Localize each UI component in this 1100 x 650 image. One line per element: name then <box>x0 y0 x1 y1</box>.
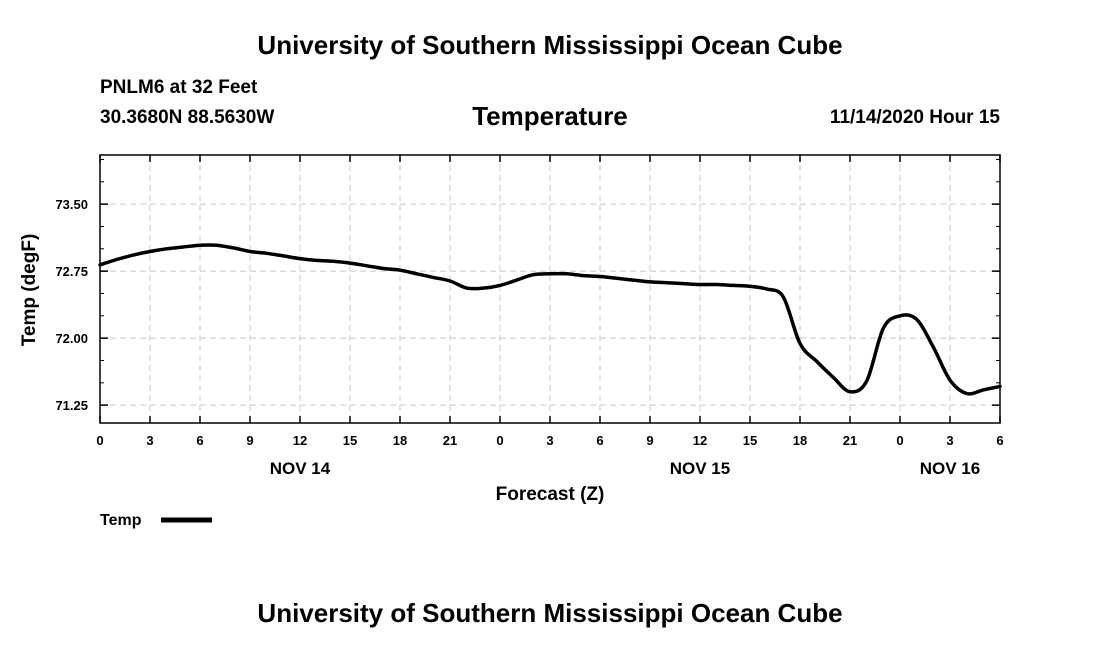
x-tick-label: 18 <box>793 433 807 448</box>
x-tick-label: 3 <box>546 433 553 448</box>
x-tick-labels: 0 3 6 9 12 15 18 21 0 3 6 9 12 15 18 21 0 3 6 <box>96 433 1003 448</box>
grid-lines <box>100 155 1000 423</box>
day-labels: NOV 14 NOV 15 NOV 16 <box>270 459 980 478</box>
chart-main-title: University of Southern Mississippi Ocean… <box>257 30 843 60</box>
plot-frame <box>99 154 1001 424</box>
y-tick-label: 73.50 <box>55 197 88 212</box>
x-tick-label: 9 <box>246 433 253 448</box>
series-line-temp <box>98 243 1002 396</box>
chart-footer-title: University of Southern Mississippi Ocean… <box>257 598 843 628</box>
x-tick-label: 12 <box>293 433 307 448</box>
x-tick-label: 6 <box>596 433 603 448</box>
y-tick-labels: 71.25 72.00 72.75 73.50 <box>55 197 88 413</box>
x-tick-label: 9 <box>646 433 653 448</box>
series-layer <box>98 243 1002 396</box>
x-tick-label: 3 <box>946 433 953 448</box>
day-label: NOV 15 <box>670 459 730 478</box>
station-label: PNLM6 at 32 Feet <box>100 77 258 98</box>
x-tick-label: 0 <box>496 433 503 448</box>
y-axis-title: Temp (degF) <box>19 234 40 347</box>
legend-label-temp: Temp <box>100 512 142 529</box>
coordinates-label: 30.3680N 88.5630W <box>100 107 275 128</box>
x-tick-label: 18 <box>393 433 407 448</box>
y-tick-label: 71.25 <box>55 398 88 413</box>
x-tick-label: 0 <box>896 433 903 448</box>
variable-title: Temperature <box>472 101 628 131</box>
x-tick-label: 6 <box>996 433 1003 448</box>
day-label: NOV 16 <box>920 459 980 478</box>
forecast-datetime: 11/14/2020 Hour 15 <box>829 107 1000 128</box>
day-label: NOV 14 <box>270 459 331 478</box>
x-tick-label: 3 <box>146 433 153 448</box>
x-tick-label: 15 <box>343 433 357 448</box>
x-tick-label: 0 <box>96 433 103 448</box>
x-tick-label: 21 <box>443 433 457 448</box>
y-tick-label: 72.75 <box>55 264 88 279</box>
x-tick-label: 12 <box>693 433 707 448</box>
y-tick-label: 72.00 <box>55 331 88 346</box>
legend: Temp <box>100 512 212 529</box>
axis-ticks <box>99 155 1001 423</box>
x-axis-title: Forecast (Z) <box>496 484 605 505</box>
x-tick-label: 15 <box>743 433 757 448</box>
x-tick-label: 21 <box>843 433 857 448</box>
x-tick-label: 6 <box>196 433 203 448</box>
